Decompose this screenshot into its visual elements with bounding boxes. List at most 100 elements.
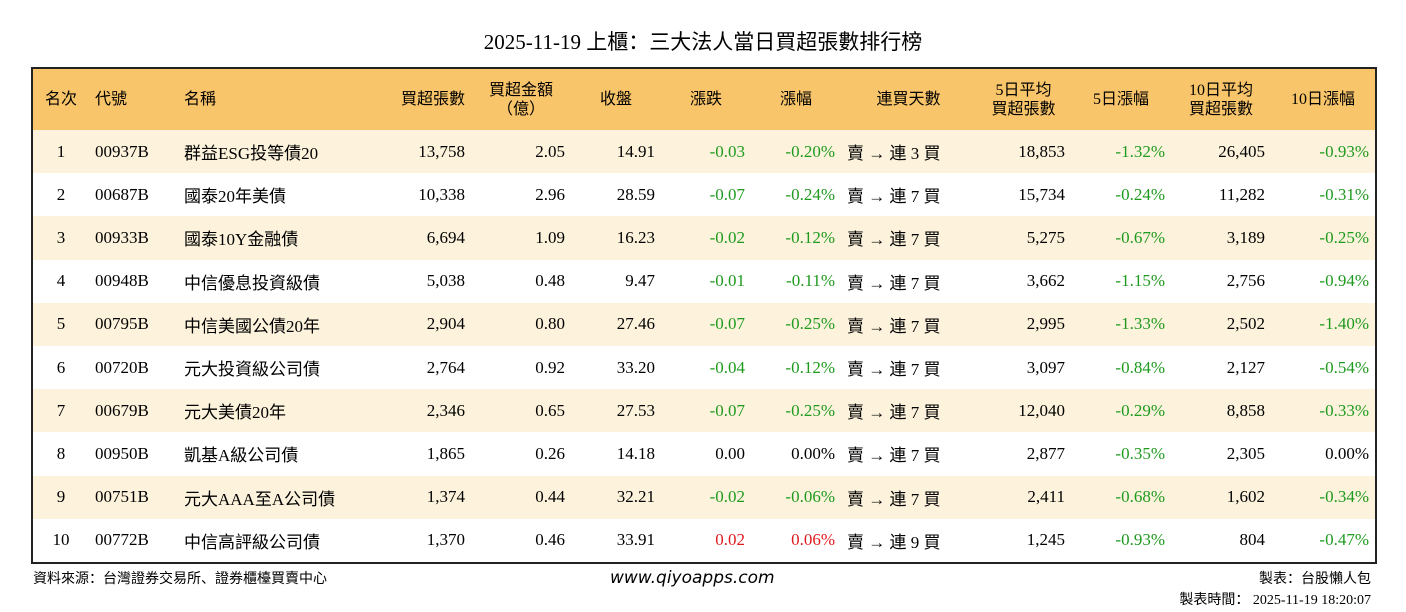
- cell: 3,189: [1171, 216, 1271, 260]
- cell: 元大AAA至A公司債: [178, 475, 371, 519]
- cell: 中信優息投資級債: [184, 273, 320, 293]
- cell: -0.20%: [751, 130, 841, 174]
- cell: 賣 → 連 9 買: [847, 532, 941, 552]
- cell: 00720B: [95, 357, 149, 377]
- header-cell: 買超張數: [371, 68, 471, 130]
- cell: 0.06%: [791, 530, 835, 550]
- header-cell: 10日平均 買超張數: [1171, 68, 1271, 130]
- cell: 00772B: [95, 530, 149, 550]
- cell: -1.15%: [1115, 271, 1165, 291]
- table-body: 1 00937B 群益ESG投等債20 13,758 2.05 14.91 -0.03 -0.…: [32, 130, 1376, 563]
- header-row: 名次 代號 名稱 買超張數 買超金額 （億） 收盤 漲跌 漲幅 連買天數 5日平均 買超張數 5日漲…: [32, 68, 1376, 130]
- cell: 00751B: [89, 475, 178, 519]
- cell: 11,282: [1218, 184, 1265, 204]
- cell: -0.12%: [751, 216, 841, 260]
- cell: 15,734: [1018, 184, 1065, 204]
- cell: -0.67%: [1071, 216, 1171, 260]
- source: 資料來源：台灣證券交易所、證券櫃檯買賣中心: [33, 572, 327, 587]
- table-row: 2 00687B 國泰20年美債 10,338 2.96 28.59 -0.07 -0.24%…: [32, 173, 1376, 216]
- cell: 8,858: [1171, 389, 1271, 433]
- cell: 0.00%: [1325, 443, 1369, 463]
- cell: 16.23: [571, 216, 661, 260]
- cell: 9.47: [625, 271, 655, 291]
- cell: -0.54%: [1319, 357, 1369, 377]
- cell: 賣 → 連 7 買: [847, 360, 941, 380]
- table-row: 10 00772B 中信高評級公司債 1,370 0.46 33.91 0.02 0.06% 賣…: [32, 519, 1376, 563]
- cell: 6: [56, 357, 66, 377]
- cell: -0.25%: [751, 389, 841, 433]
- cell: 國泰10Y金融債: [178, 216, 371, 260]
- cell: 1: [32, 130, 89, 174]
- cell: -0.68%: [1071, 475, 1171, 519]
- cell: 0.00: [715, 443, 745, 463]
- header-cell: 收盤: [571, 68, 661, 130]
- cell: 3,097: [1026, 357, 1065, 377]
- cell: 5,275: [976, 216, 1071, 260]
- cell: 0.65: [471, 389, 571, 433]
- cell: -0.06%: [751, 475, 841, 519]
- cell: 0.48: [535, 271, 565, 291]
- cell: 00933B: [89, 216, 178, 260]
- cell: -0.34%: [1271, 475, 1376, 519]
- cell: 10: [52, 530, 70, 550]
- cell: 7: [32, 389, 89, 433]
- cell: 元大美債20年: [178, 389, 371, 433]
- cell: -0.01: [709, 271, 745, 291]
- cell: 00950B: [95, 443, 149, 463]
- cell: -0.93%: [1115, 530, 1165, 550]
- table-row: 1 00937B 群益ESG投等債20 13,758 2.05 14.91 -0.03 -0.…: [32, 130, 1376, 174]
- cell: -0.94%: [1319, 271, 1369, 291]
- header-cell: 5日平均 買超張數: [976, 68, 1071, 130]
- cell: 27.46: [571, 302, 661, 346]
- table-row: 5 00795B 中信美國公債20年 2,904 0.80 27.46 -0.07 -0.25…: [32, 302, 1376, 346]
- cell: 1.09: [471, 216, 571, 260]
- cell: 14.91: [571, 130, 661, 174]
- cell: -0.11%: [786, 271, 835, 291]
- cell: 3: [32, 216, 89, 260]
- cell: -0.12%: [785, 357, 835, 377]
- cell: 2,904: [371, 302, 471, 346]
- cell: 2.05: [471, 130, 571, 174]
- cell: 1,602: [1171, 475, 1271, 519]
- table-row: 9 00751B 元大AAA至A公司債 1,374 0.44 32.21 -0.02 -0.0…: [32, 475, 1376, 519]
- cell: -0.04: [709, 357, 745, 377]
- header-cell: 代號: [89, 68, 178, 130]
- header-cell: 名次: [32, 68, 89, 130]
- cell: 凱基A級公司債: [184, 446, 299, 466]
- cell: 群益ESG投等債20: [178, 130, 371, 174]
- cell: 00679B: [89, 389, 178, 433]
- cell: 賣 → 連 3 買: [841, 130, 976, 174]
- cell: -0.47%: [1319, 530, 1369, 550]
- header-cell: 名稱: [178, 68, 371, 130]
- cell: 2,877: [1026, 443, 1065, 463]
- cell: 00937B: [89, 130, 178, 174]
- cell: 0.44: [471, 475, 571, 519]
- cell: -0.07: [709, 184, 745, 204]
- header-cell: 漲跌: [661, 68, 751, 130]
- cell: 0.00%: [791, 443, 835, 463]
- website: www.qiyoapps.com: [610, 568, 775, 588]
- cell: 0.26: [535, 443, 565, 463]
- cell: 0.02: [715, 530, 745, 550]
- header-cell: 10日漲幅: [1271, 68, 1376, 130]
- cell: -0.29%: [1071, 389, 1171, 433]
- cell: 2: [56, 184, 66, 204]
- cell: 10,338: [418, 184, 465, 204]
- cell: 2,346: [371, 389, 471, 433]
- cell: 1,245: [1026, 530, 1065, 550]
- cell: -0.35%: [1115, 443, 1165, 463]
- cell: 2,305: [1226, 443, 1265, 463]
- cell: 2,127: [1226, 357, 1265, 377]
- cell: 5,038: [426, 271, 465, 291]
- cell: 1,370: [426, 530, 465, 550]
- cell: 6,694: [371, 216, 471, 260]
- cell: -0.93%: [1271, 130, 1376, 174]
- cell: 1,865: [426, 443, 465, 463]
- cell: 賣 → 連 7 買: [841, 302, 976, 346]
- table-row: 4 00948B 中信優息投資級債 5,038 0.48 9.47 -0.01 -0.11% 賣…: [32, 260, 1376, 303]
- cell: 18,853: [976, 130, 1071, 174]
- cell: -0.03: [661, 130, 751, 174]
- table-row: 8 00950B 凱基A級公司債 1,865 0.26 14.18 0.00 0.00% 賣 →…: [32, 432, 1376, 475]
- cell: 14.18: [616, 443, 655, 463]
